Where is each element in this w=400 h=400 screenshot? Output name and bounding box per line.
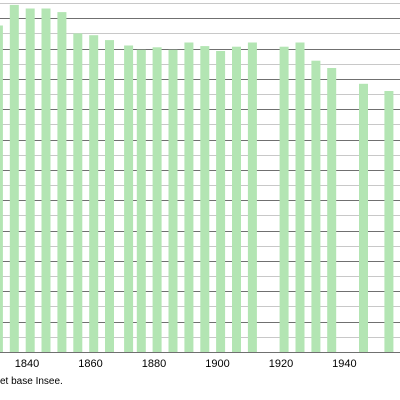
bar — [295, 42, 305, 352]
x-tick-label: 1920 — [269, 358, 293, 370]
bar — [200, 46, 210, 352]
bar — [124, 45, 134, 352]
bar — [168, 49, 178, 353]
bar — [247, 42, 257, 352]
x-axis-ticks: 1840 1860 1880 1900 1920 1940 — [15, 358, 357, 370]
source-note: et base Insee. — [0, 376, 63, 387]
bar — [25, 8, 35, 352]
bar — [279, 46, 289, 352]
bars — [0, 4, 394, 353]
bar — [384, 91, 394, 352]
x-tick-label: 1840 — [15, 358, 39, 370]
bar — [57, 12, 67, 352]
bar — [0, 25, 3, 352]
bar — [9, 4, 19, 353]
x-tick-label: 1860 — [78, 358, 102, 370]
x-tick-label: 1940 — [332, 358, 356, 370]
bar — [152, 47, 162, 353]
bar — [311, 60, 321, 352]
bar — [232, 46, 241, 352]
bar — [184, 42, 194, 352]
bar — [73, 33, 83, 353]
bar — [89, 35, 99, 352]
bar — [105, 40, 114, 352]
x-tick-label: 1900 — [205, 358, 229, 370]
bar — [216, 51, 226, 352]
bar — [359, 83, 368, 353]
bar — [327, 68, 337, 352]
x-tick-label: 1880 — [142, 358, 166, 370]
bar — [136, 49, 146, 353]
bar — [41, 8, 51, 352]
